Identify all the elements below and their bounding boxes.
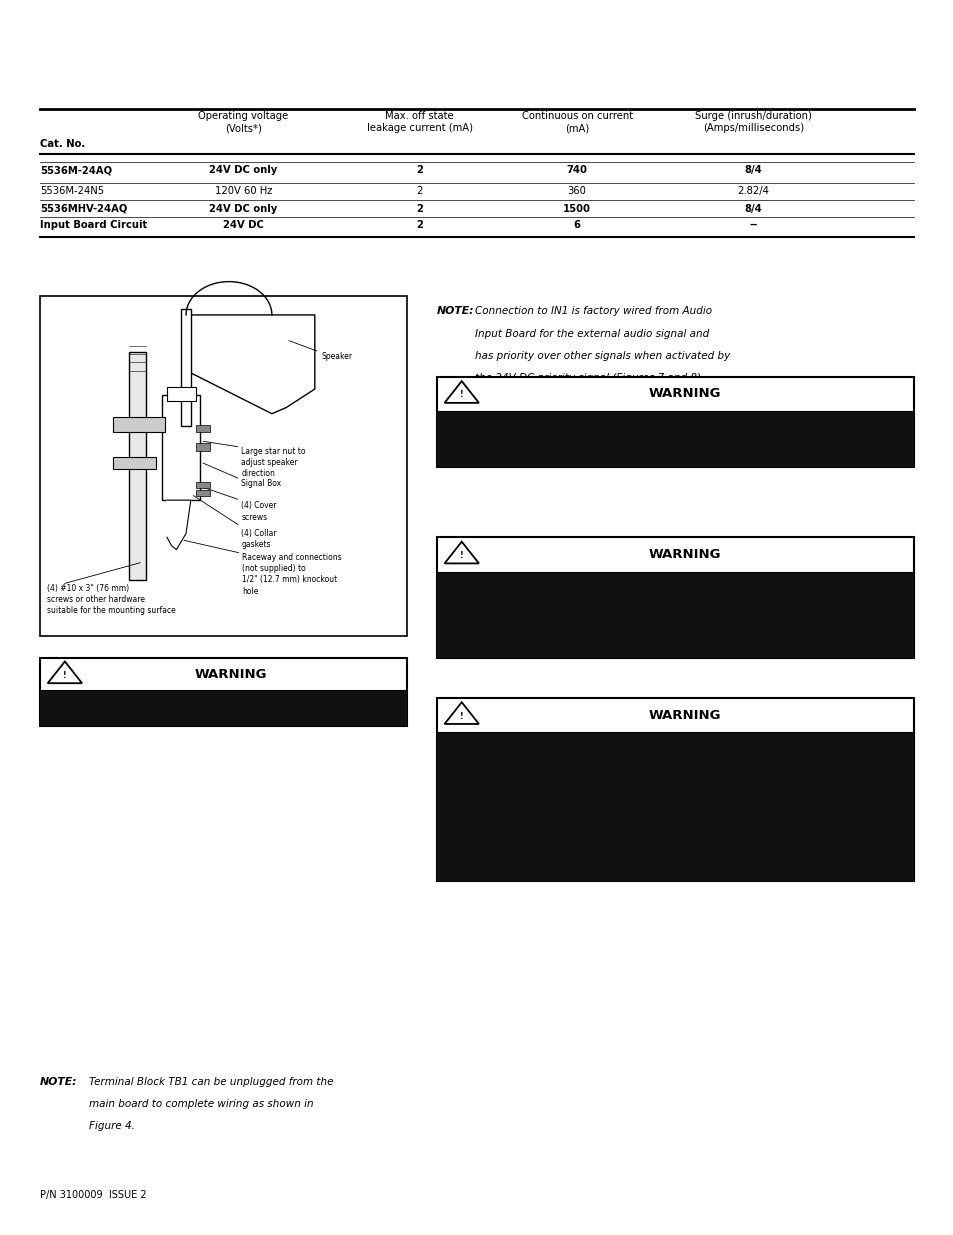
Text: 2.82/4: 2.82/4: [737, 186, 769, 196]
Text: 740: 740: [566, 165, 587, 175]
Polygon shape: [444, 703, 478, 724]
Text: WARNING: WARNING: [648, 388, 720, 400]
Text: Continuous on current: Continuous on current: [521, 111, 632, 121]
Text: Signal Box: Signal Box: [241, 479, 281, 488]
Text: 5536MHV-24AQ: 5536MHV-24AQ: [40, 204, 128, 214]
Polygon shape: [444, 542, 478, 563]
Text: !: !: [459, 551, 463, 559]
Text: (mA): (mA): [564, 124, 589, 133]
Text: the 24V DC priority signal (Figures 7 and 8).: the 24V DC priority signal (Figures 7 an…: [475, 373, 703, 383]
Text: P/N 3100009  ISSUE 2: P/N 3100009 ISSUE 2: [40, 1191, 147, 1200]
Text: !: !: [459, 711, 463, 720]
Text: !: !: [63, 671, 67, 679]
Text: 360: 360: [567, 186, 586, 196]
Polygon shape: [48, 662, 82, 683]
Text: Input Board Circuit: Input Board Circuit: [40, 220, 147, 230]
Bar: [167, 387, 195, 401]
Bar: [436, 537, 913, 658]
Bar: [195, 443, 210, 451]
Text: (Amps/milliseconds): (Amps/milliseconds): [702, 124, 803, 133]
Text: (4) Collar
gaskets: (4) Collar gaskets: [241, 529, 276, 548]
Bar: [112, 457, 155, 469]
Bar: [436, 377, 913, 467]
Text: 5536M-24N5: 5536M-24N5: [40, 186, 104, 196]
Text: (4) #10 x 3" (76 mm)
screws or other hardware
suitable for the mounting surface: (4) #10 x 3" (76 mm) screws or other har…: [47, 584, 175, 615]
Text: has priority over other signals when activated by: has priority over other signals when act…: [475, 351, 730, 361]
Text: 24V DC only: 24V DC only: [209, 204, 277, 214]
Text: 2: 2: [416, 204, 423, 214]
Bar: [195, 425, 210, 432]
Text: NOTE:: NOTE:: [40, 1077, 77, 1087]
Text: !: !: [459, 390, 463, 399]
Polygon shape: [186, 315, 314, 414]
Text: 6: 6: [573, 220, 580, 230]
Text: 8/4: 8/4: [744, 204, 761, 214]
Text: 24V DC only: 24V DC only: [209, 165, 277, 175]
Polygon shape: [167, 500, 191, 550]
Polygon shape: [444, 382, 478, 403]
Text: (Volts*): (Volts*): [225, 124, 261, 133]
Text: WARNING: WARNING: [648, 548, 720, 561]
Text: Operating voltage: Operating voltage: [198, 111, 288, 121]
Text: 2: 2: [416, 186, 422, 196]
Text: Connection to IN1 is factory wired from Audio: Connection to IN1 is factory wired from …: [475, 306, 712, 316]
Text: Max. off state: Max. off state: [385, 111, 454, 121]
Bar: [181, 309, 191, 426]
Text: Input Board for the external audio signal and: Input Board for the external audio signa…: [475, 329, 709, 338]
Bar: [129, 352, 146, 580]
Text: Large star nut to
adjust speaker
direction: Large star nut to adjust speaker directi…: [241, 447, 306, 478]
Text: WARNING: WARNING: [648, 709, 720, 721]
Bar: [195, 490, 210, 496]
Text: (4) Cover
screws: (4) Cover screws: [241, 501, 276, 521]
Bar: [436, 572, 913, 658]
Text: NOTE:: NOTE:: [436, 306, 474, 316]
Bar: [40, 296, 407, 636]
Text: 1500: 1500: [562, 204, 591, 214]
Text: 24V DC: 24V DC: [223, 220, 263, 230]
Text: --: --: [749, 220, 757, 230]
Text: leakage current (mA): leakage current (mA): [366, 124, 473, 133]
Bar: [436, 698, 913, 881]
Text: Surge (inrush/duration): Surge (inrush/duration): [695, 111, 811, 121]
Bar: [436, 732, 913, 881]
Bar: [195, 482, 210, 488]
Text: Figure 4.: Figure 4.: [89, 1121, 134, 1131]
Bar: [162, 395, 200, 500]
Text: main board to complete wiring as shown in: main board to complete wiring as shown i…: [89, 1099, 313, 1109]
Text: 2: 2: [416, 220, 423, 230]
Text: WARNING: WARNING: [194, 668, 267, 680]
Text: Speaker: Speaker: [321, 352, 353, 361]
Text: 5536M-24AQ: 5536M-24AQ: [40, 165, 112, 175]
Text: Terminal Block TB1 can be unplugged from the: Terminal Block TB1 can be unplugged from…: [89, 1077, 333, 1087]
Text: 120V 60 Hz: 120V 60 Hz: [214, 186, 272, 196]
Text: 2: 2: [416, 165, 423, 175]
Bar: [40, 690, 407, 726]
Text: 8/4: 8/4: [744, 165, 761, 175]
Text: Cat. No.: Cat. No.: [40, 140, 85, 149]
Bar: [112, 417, 165, 432]
Bar: [40, 658, 407, 726]
Text: Raceway and connections
(not supplied) to
1/2" (12.7 mm) knockout
hole: Raceway and connections (not supplied) t…: [242, 553, 341, 595]
Bar: [436, 411, 913, 467]
